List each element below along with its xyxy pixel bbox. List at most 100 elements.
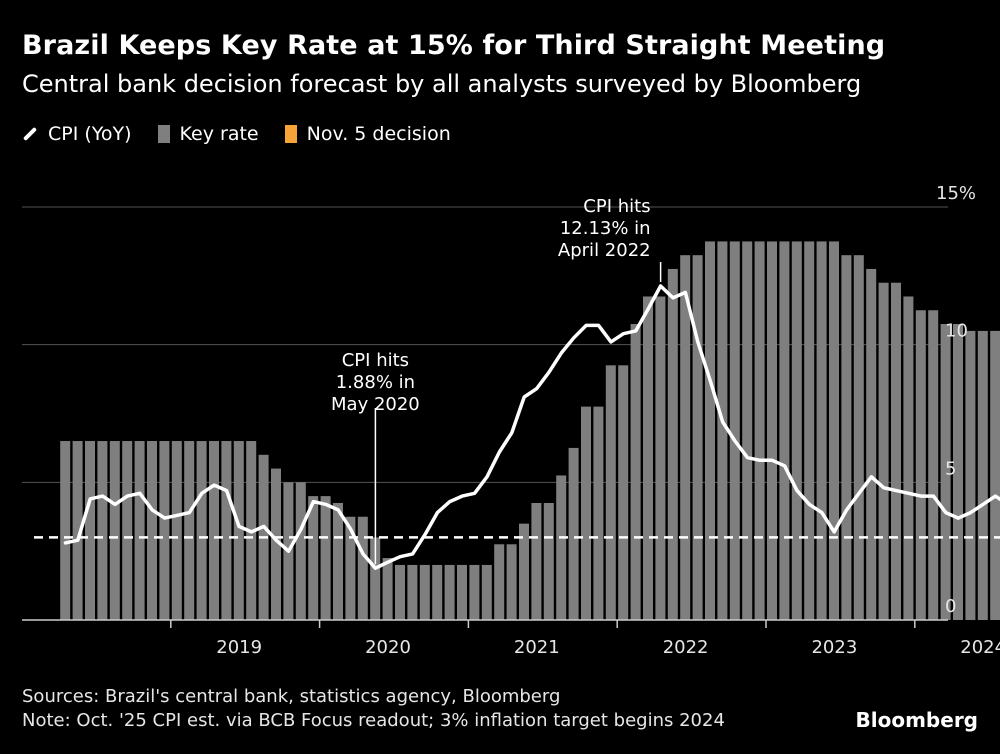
key-rate-bar [432,564,443,620]
key-rate-bar [841,255,852,620]
y-tick-label: 10 [945,321,968,342]
y-tick-label: 5 [945,458,956,479]
x-tick-label: 2021 [514,637,560,658]
x-tick-label: 2020 [365,637,411,658]
key-rate-bar [271,468,281,620]
key-rate-bar [816,241,827,620]
chart-subtitle: Central bank decision forecast by all an… [22,70,862,98]
key-rate-bar [915,310,926,620]
key-rate-bar [680,255,691,620]
key-rate-bar [977,330,988,620]
key-rate-bar [221,441,232,620]
key-rate-bar [568,447,579,620]
x-tick-label: 2024 [960,637,1000,658]
key-rate-bar [333,502,343,620]
key-rate-swatch-icon [157,125,170,143]
key-rate-bar [531,502,542,620]
key-rate-bar [940,324,951,620]
key-rate-bar [581,406,591,620]
cpi-line [63,284,1000,570]
key-rate-bar [667,268,678,620]
legend-item-cpi: CPI (YoY) [22,123,132,145]
key-rate-bar [382,558,393,620]
chart-title: Brazil Keeps Key Rate at 15% for Third S… [22,30,886,61]
key-rate-bar [134,441,145,620]
legend: CPI (YoY) Key rate Nov. 5 decision [22,120,477,148]
decision-swatch-icon [284,125,297,143]
key-rate-bar [593,406,604,620]
key-rate-bar [97,441,108,620]
key-rate-bar [481,564,492,620]
key-rate-bar [395,564,405,620]
key-rate-bar [407,564,418,620]
y-tick-label: 0 [945,596,956,617]
key-rate-bar [965,330,976,620]
x-tick-label: 2023 [811,637,857,658]
key-rate-bar [345,516,356,620]
key-rate-bar [209,441,219,620]
key-rate-bar [159,441,170,620]
key-rate-bar [419,564,430,620]
key-rate-bar [903,296,914,620]
key-rate-bar [990,330,1000,620]
annotation-text: 1.88% in [336,372,415,393]
key-rate-bar [605,365,616,620]
key-rate-bar [357,516,368,620]
key-rate-bar [543,502,554,620]
key-rate-bar [717,241,728,620]
key-rate-bar [791,241,802,620]
annotation-text: May 2020 [331,394,420,415]
key-rate-bar [742,241,753,620]
key-rate-bar [196,441,207,620]
annotation-text: 12.13% in [560,218,651,239]
key-rate-bar [729,241,740,620]
key-rate-bar [85,441,95,620]
key-rate-bar [72,441,83,620]
key-rate-bar [320,496,331,620]
key-rate-bar [122,441,133,620]
key-rate-bar [705,241,715,620]
key-rate-bar [618,365,629,620]
key-rate-bar [928,310,939,620]
legend-label-key-rate: Key rate [179,123,259,145]
key-rate-bar [295,482,306,620]
key-rate-bar [804,241,815,620]
key-rate-bar [469,564,480,620]
key-rate-bar [754,241,765,620]
key-rate-bar [444,564,455,620]
key-rate-bar [878,282,889,620]
sources-note: Sources: Brazil's central bank, statisti… [22,686,561,707]
key-rate-bar [60,441,71,620]
annotation-text: CPI hits [342,350,409,371]
key-rate-bar [147,441,157,620]
y-tick-label: 15% [936,183,976,204]
key-rate-bar [171,441,182,620]
bloomberg-logo: Bloomberg [855,708,978,732]
key-rate-bar [506,544,517,620]
x-tick-label: 2019 [216,637,262,658]
key-rate-bar [655,296,666,620]
key-rate-bar [457,564,467,620]
legend-item-key-rate: Key rate [157,123,259,145]
key-rate-bar [630,324,641,620]
legend-label-decision: Nov. 5 decision [306,123,451,145]
key-rate-bar [767,241,777,620]
key-rate-bar [308,496,319,620]
key-rate-bar [556,475,567,620]
key-rate-bar [643,296,653,620]
key-rate-bar [692,255,703,620]
key-rate-bar [494,544,505,620]
key-rate-bar [853,255,864,620]
key-rate-bar [370,537,381,620]
key-rate-bar [184,441,195,620]
legend-label-cpi: CPI (YoY) [48,123,132,145]
key-rate-bar [891,282,901,620]
key-rate-bar [953,324,963,620]
legend-item-decision: Nov. 5 decision [284,123,451,145]
key-rate-bar [779,241,790,620]
key-rate-bar [519,523,529,620]
annotation-text: April 2022 [558,240,651,261]
key-rate-bar [109,441,120,620]
key-rate-bar [866,268,877,620]
